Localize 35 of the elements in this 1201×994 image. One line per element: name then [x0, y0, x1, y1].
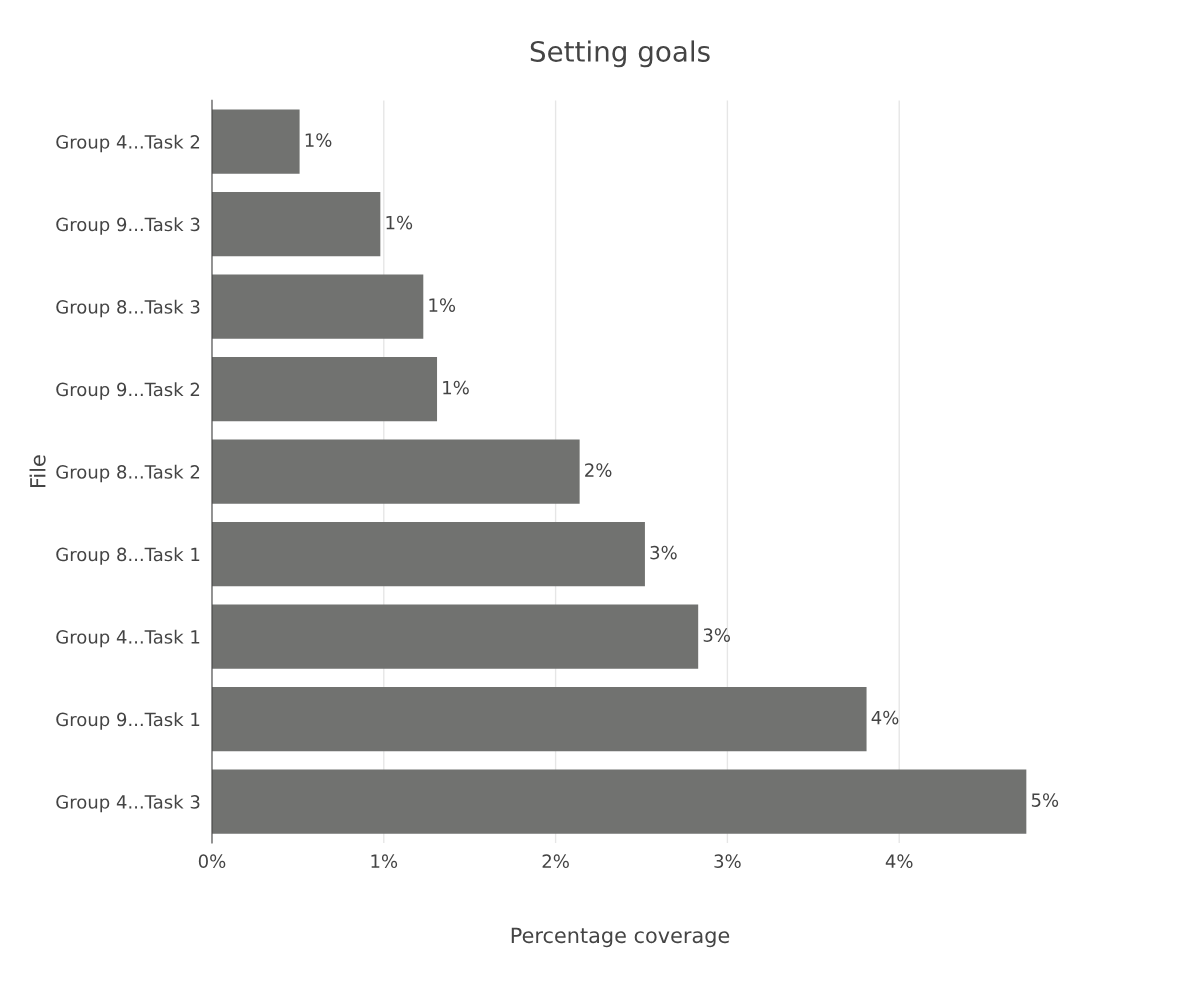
data-label: 2%	[585, 463, 612, 477]
data-label: 1%	[305, 133, 332, 147]
data-label: 1%	[386, 215, 413, 230]
bar	[211, 604, 699, 669]
y-tick-label: Group 4...Task 1	[56, 629, 200, 648]
x-tick-label: 1%	[371, 854, 398, 868]
bar	[211, 356, 438, 422]
y-tick-label: Group 8...Task 2	[56, 464, 200, 483]
y-tick-label: Group 4...Task 2	[56, 134, 200, 153]
bar	[211, 109, 300, 174]
bar	[211, 521, 645, 587]
data-label: 3%	[650, 545, 677, 560]
bar	[211, 439, 580, 504]
x-tick-label: 4%	[885, 854, 913, 868]
chart-title: Setting goals	[530, 40, 710, 68]
y-tick-label: Group 9...Task 2	[56, 382, 200, 400]
bar	[211, 274, 424, 339]
bar	[211, 191, 381, 257]
data-label: 1%	[429, 298, 456, 312]
x-tick-label: 3%	[714, 854, 741, 868]
x-tick-label: 2%	[542, 854, 569, 868]
y-axis-title: File	[29, 455, 46, 488]
y-tick-label: Group 9...Task 1	[56, 712, 200, 730]
y-tick-label: Group 8...Task 3	[56, 299, 200, 318]
data-label: 3%	[703, 628, 730, 642]
y-tick-label: Group 4...Task 3	[56, 794, 200, 813]
x-axis-title: Percentage coverage	[511, 927, 730, 948]
data-label: 1%	[443, 380, 469, 395]
data-label: 5%	[1031, 793, 1059, 807]
y-tick-label: Group 9...Task 3	[56, 217, 200, 235]
x-tick-label: 0%	[198, 854, 226, 868]
data-label: 4%	[871, 710, 899, 725]
y-tick-label: Group 8...Task 1	[56, 547, 200, 565]
bar	[211, 769, 1027, 834]
bar	[211, 686, 867, 752]
